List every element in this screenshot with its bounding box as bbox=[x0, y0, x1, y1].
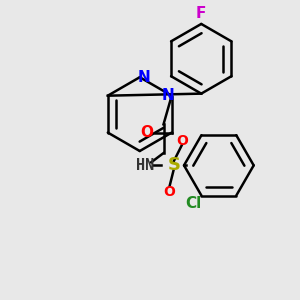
Text: Cl: Cl bbox=[185, 196, 201, 211]
Text: N: N bbox=[137, 70, 150, 85]
Text: O: O bbox=[176, 134, 188, 148]
Text: HN: HN bbox=[136, 158, 154, 173]
Text: F: F bbox=[196, 6, 206, 21]
Text: O: O bbox=[164, 185, 176, 199]
Text: O: O bbox=[141, 125, 154, 140]
Text: S: S bbox=[167, 156, 180, 174]
Text: N: N bbox=[161, 88, 174, 103]
